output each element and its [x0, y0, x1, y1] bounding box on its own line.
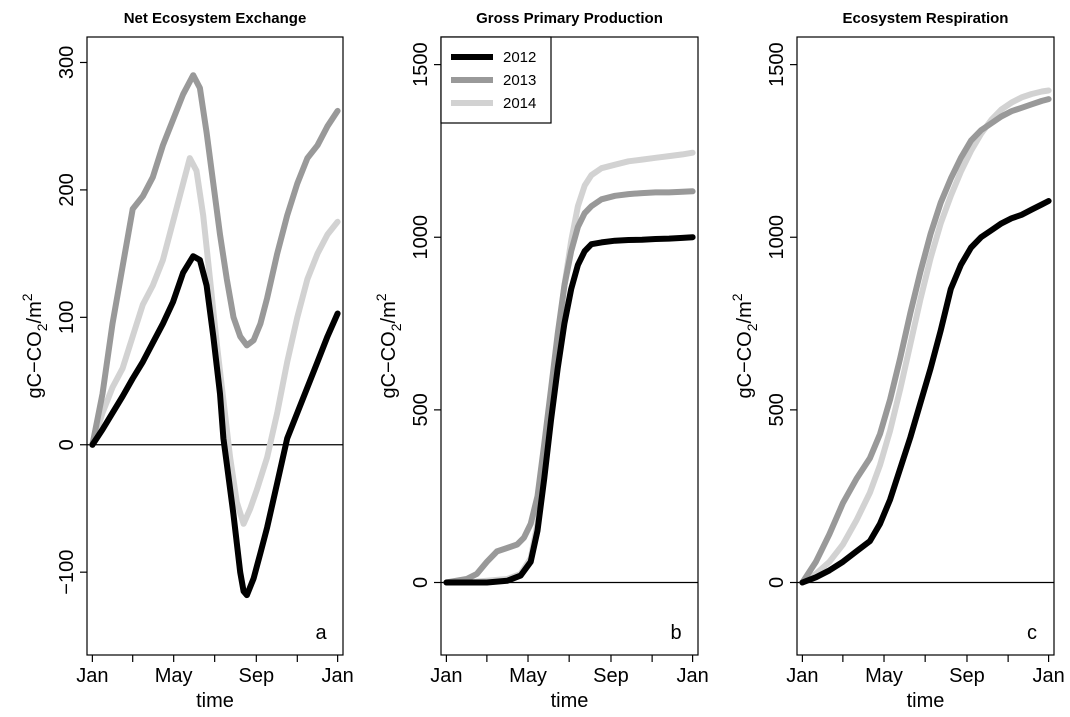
panel-title: Ecosystem Respiration — [843, 10, 1009, 27]
x-tick-label: Jan — [786, 665, 818, 687]
series-line-2014 — [443, 149, 696, 586]
x-axis-label: time — [907, 690, 945, 712]
y-axis-label-part: gC−CO — [378, 331, 400, 398]
series-line-2013 — [89, 72, 341, 448]
x-tick-label: Jan — [430, 665, 462, 687]
x-tick-label: May — [865, 665, 903, 687]
legend-label-2014: 2014 — [503, 95, 536, 112]
legend-label-2013: 2013 — [503, 72, 536, 89]
y-tick-label: 1500 — [410, 42, 432, 87]
series-line-2012 — [443, 234, 696, 586]
x-axis-label: time — [551, 690, 589, 712]
y-tick-label: 1000 — [410, 215, 432, 259]
panel-title: Net Ecosystem Exchange — [124, 10, 307, 27]
x-tick-label: Jan — [676, 665, 708, 687]
y-axis-label-sub: 2 — [388, 323, 404, 331]
y-tick-label: 1500 — [766, 42, 788, 87]
y-axis-label-part: /m — [378, 301, 400, 323]
y-tick-label: 0 — [766, 577, 788, 588]
x-tick-label: Sep — [239, 665, 275, 687]
x-tick-label: Jan — [76, 665, 108, 687]
y-tick-label: 1000 — [766, 215, 788, 259]
y-tick-label: 500 — [766, 393, 788, 426]
x-axis-label: time — [196, 690, 234, 712]
y-axis-label-sup: 2 — [19, 293, 35, 301]
y-axis-label-sub: 2 — [744, 323, 760, 331]
x-tick-label: Jan — [321, 665, 353, 687]
series-line-2012 — [799, 198, 1052, 586]
x-tick-label: Sep — [593, 665, 629, 687]
y-tick-label: 0 — [410, 577, 432, 588]
panel-letter: a — [315, 622, 327, 644]
x-tick-label: Sep — [949, 665, 985, 687]
y-tick-label: 300 — [56, 46, 78, 79]
y-tick-label: 0 — [56, 439, 78, 450]
panel-letter: b — [670, 622, 681, 644]
plot-frame — [440, 36, 699, 656]
panel-b: Gross Primary Production 0 500 1000 1500 gC−C… — [373, 10, 709, 712]
x-tick-label: May — [155, 665, 193, 687]
legend: 2012 2013 2014 — [440, 36, 552, 124]
y-axis-label-part: /m — [734, 301, 756, 323]
panel-title: Gross Primary Production — [476, 10, 663, 27]
y-tick-label: −100 — [56, 550, 78, 595]
plot-frame — [796, 36, 1055, 656]
y-tick-label: 500 — [410, 393, 432, 426]
y-axis-label-part: gC−CO — [24, 331, 46, 398]
y-axis-label: gC−CO2/m2 — [729, 293, 760, 398]
x-tick-label: Jan — [1032, 665, 1064, 687]
series-line-2012 — [89, 253, 341, 599]
y-axis-label: gC−CO2/m2 — [19, 293, 50, 398]
panel-a: Net Ecosystem Exchange −100 0 100 200 300 gC−C… — [19, 10, 354, 712]
series-line-2014 — [799, 87, 1052, 586]
y-axis-label-sub: 2 — [34, 323, 50, 331]
series-line-2013 — [443, 188, 696, 586]
y-tick-label: 200 — [56, 173, 78, 206]
y-axis-label: gC−CO2/m2 — [373, 293, 404, 398]
x-tick-label: May — [509, 665, 547, 687]
panel-letter: c — [1027, 622, 1037, 644]
series-line-2013 — [799, 96, 1052, 586]
y-axis-label-sup: 2 — [373, 293, 389, 301]
y-axis-label-part: /m — [24, 301, 46, 323]
legend-label-2012: 2012 — [503, 49, 536, 66]
y-axis-label-sup: 2 — [729, 293, 745, 301]
panel-c: Ecosystem Respiration050010001500gC−CO2/… — [729, 10, 1065, 712]
y-tick-label: 100 — [56, 301, 78, 334]
y-axis-label-part: gC−CO — [734, 331, 756, 398]
